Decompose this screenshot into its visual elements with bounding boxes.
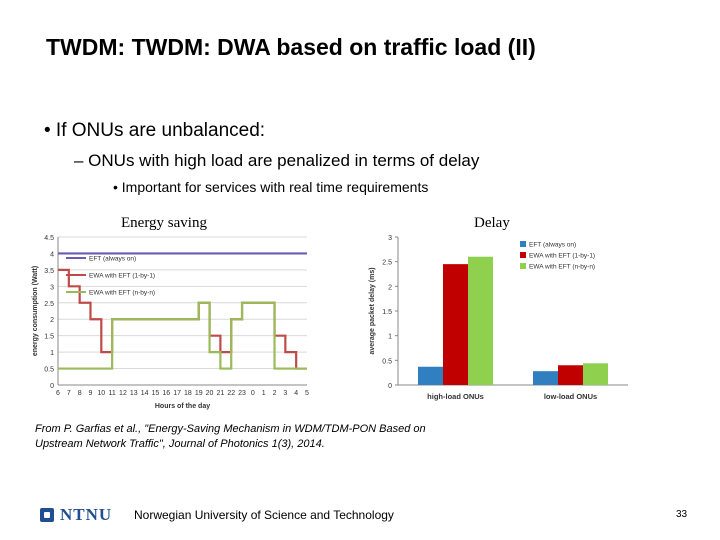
energy-x-tick-label: 0 [251,390,255,397]
energy-x-tick-label: 18 [184,390,192,397]
ntnu-logo: NTNU [40,505,112,525]
energy-legend-label: EFT (always on) [89,256,136,263]
delay-legend-label: EWA with EFT (n-by-n) [529,264,595,271]
energy-x-tick-label: 11 [108,390,115,397]
energy-x-tick-label: 9 [89,390,93,397]
delay-y-tick-label: 2.5 [382,260,392,267]
energy-x-tick-label: 22 [227,390,235,397]
packet-delay-chart: 0 0.5 1 1.5 2 2.5 3 average packet delay (ms) hi… [369,235,628,401]
energy-x-tick-label: 17 [173,390,181,397]
delay-category-label: low-load ONUs [544,392,597,401]
bullet-level-3: • Important for services with real time … [113,179,429,195]
energy-y-tick-label: 2.5 [44,301,54,308]
energy-x-tick-label: 8 [78,390,82,397]
energy-x-tick-label: 16 [162,390,170,397]
delay-y-axis-label: average packet delay (ms) [369,267,376,354]
energy-x-tick-label: 4 [294,390,298,397]
page-number: 33 [676,509,688,520]
delay-y-tick-label: 0.5 [382,358,392,365]
delay-chart-caption: Delay [474,215,510,231]
energy-x-tick-label: 19 [195,390,203,397]
energy-y-tick-label: 3.5 [44,268,54,275]
energy-y-tick-label: 0.5 [44,367,54,374]
delay-legend-label: EWA with EFT (1-by-1) [529,253,595,260]
energy-y-tick-label: 4 [50,251,54,258]
delay-bar [418,366,443,385]
energy-x-axis-label: Hours of the day [155,403,210,410]
energy-x-tick-label: 23 [238,390,246,397]
energy-y-tick-label: 1 [50,350,54,357]
delay-y-tick-label: 0 [388,383,392,390]
delay-y-tick-label: 1 [388,334,392,341]
energy-x-tick-label: 14 [141,390,149,397]
delay-bar [533,371,558,385]
energy-y-tick-label: 4.5 [44,235,54,242]
ntnu-logo-icon [40,508,54,522]
energy-x-tick-label: 1 [262,390,266,397]
footer-institution: Norwegian University of Science and Tech… [134,508,394,522]
delay-bar [443,264,468,385]
energy-x-tick-label: 21 [216,390,224,397]
energy-y-tick-label: 2 [50,317,54,324]
citation: From P. Garfias et al., "Energy-Saving M… [35,422,426,452]
delay-bar [468,256,493,385]
energy-legend-label: EWA with EFT (n-by-n) [89,290,155,297]
energy-y-tick-label: 0 [50,383,54,390]
energy-chart-caption: Energy saving [121,215,207,231]
delay-y-tick-label: 1.5 [382,309,392,316]
delay-legend-label: EFT (always on) [529,242,576,249]
energy-x-tick-label: 2 [273,390,277,397]
delay-legend-swatch [520,252,526,258]
energy-series-line [58,301,307,370]
energy-x-tick-label: 13 [130,390,138,397]
slide-title: TWDM: TWDM: DWA based on traffic load (I… [46,34,536,60]
citation-line-2: Upstream Network Traffic", Journal of Ph… [35,438,325,450]
delay-legend-swatch [520,263,526,269]
energy-consumption-chart: 00.511.522.533.544.56 7 8 9 10 11 12 13 14 15 16 17… [32,235,309,410]
energy-x-tick-label: 10 [97,390,105,397]
energy-x-tick-label: 12 [119,390,127,397]
delay-bar [583,363,608,385]
delay-y-tick-label: 3 [388,235,392,242]
delay-y-tick-label: 2 [388,284,392,291]
citation-line-1: From P. Garfias et al., "Energy-Saving M… [35,423,426,435]
delay-bar [558,365,583,385]
energy-x-tick-label: 15 [152,390,160,397]
energy-x-tick-label: 7 [67,390,71,397]
bullet-level-2: – ONUs with high load are penalized in t… [74,151,480,170]
energy-x-tick-label: 20 [206,390,214,397]
bullet-level-1: • If ONUs are unbalanced: [44,120,266,141]
energy-x-tick-label: 3 [283,390,287,397]
energy-y-tick-label: 3 [50,284,54,291]
ntnu-logo-text: NTNU [60,505,113,524]
delay-category-label: high-load ONUs [427,392,484,401]
energy-x-tick-label: 5 [305,390,309,397]
energy-legend-label: EWA with EFT (1-by-1) [89,273,155,280]
delay-legend-swatch [520,241,526,247]
energy-y-axis-label: energy consumption (Watt) [32,266,39,356]
energy-x-tick-label: 6 [56,390,60,397]
energy-y-tick-label: 1.5 [44,334,54,341]
